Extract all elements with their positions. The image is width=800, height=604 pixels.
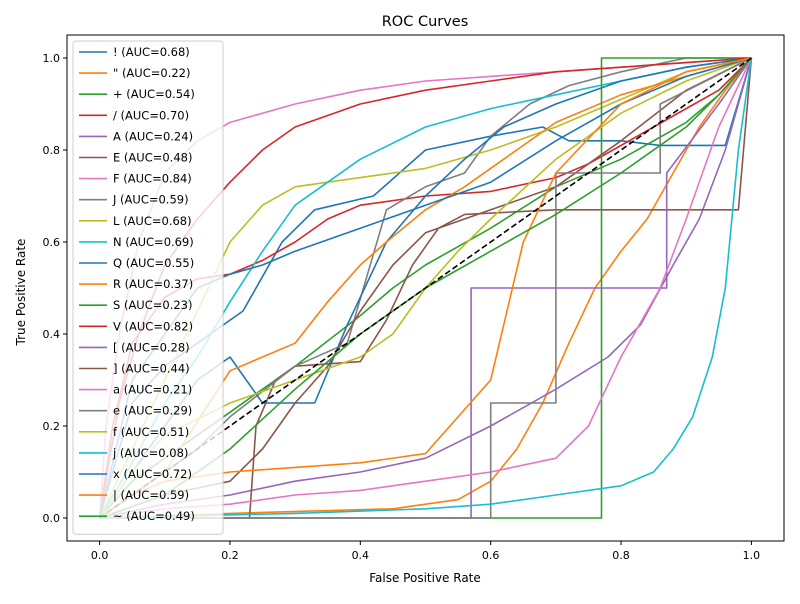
x-axis-ticks: 0.0 0.2 0.4 0.6 0.8 1.0 [91,541,760,562]
legend-entry-label: J (AUC=0.59) [112,193,189,207]
x-axis-label: False Positive Rate [369,571,481,585]
y-axis-ticks: 0.0 0.2 0.4 0.6 0.8 1.0 [43,52,67,525]
legend-entry-label: S (AUC=0.23) [113,298,192,312]
legend-entry-label: F (AUC=0.84) [113,172,192,186]
legend-entry-label: ! (AUC=0.68) [113,45,190,59]
legend-entry-label: j (AUC=0.08) [112,446,188,460]
roc-series-line-15 [99,57,752,519]
legend-entry-label: R (AUC=0.37) [113,277,193,291]
y-tick-label: 0.8 [43,144,61,157]
legend-entry-label: ~ (AUC=0.49) [113,509,195,523]
plot-area-frame [66,34,785,542]
y-tick-label: 0.6 [43,236,61,249]
y-tick-label: 0.4 [43,328,61,341]
legend-entry-label: N (AUC=0.69) [113,235,194,249]
legend-entry-label: " (AUC=0.22) [113,66,190,80]
roc-series-line-19 [99,57,753,519]
y-axis-label: True Positive Rate [14,239,28,347]
legend-entry-label: [ (AUC=0.28) [113,340,190,354]
legend-entry-label: V (AUC=0.82) [113,319,193,333]
x-tick-label: 0.6 [482,549,500,562]
roc-series-line-17 [99,57,752,519]
legend-entry-label: Q (AUC=0.55) [113,256,194,270]
y-tick-label: 1.0 [43,52,61,65]
diagonal-layer [99,57,752,519]
x-tick-label: 0.0 [91,549,109,562]
chart-title: ROC Curves [382,14,469,30]
legend-entry-label: | (AUC=0.59) [113,488,189,502]
legend: ! (AUC=0.68) " (AUC=0.22) + (AUC=0.54) / (A… [72,40,224,535]
legend-entry-label: L (AUC=0.68) [113,214,192,228]
legend-entry-label: a (AUC=0.21) [113,383,192,397]
legend-entry-label: E (AUC=0.48) [113,151,192,165]
y-tick-label: 0.0 [43,512,61,525]
legend-entry-label: A (AUC=0.24) [113,129,193,143]
roc-series-line-5 [99,57,753,519]
legend-entry-label: e (AUC=0.29) [113,404,192,418]
y-tick-label: 0.2 [43,420,61,433]
legend-entry-label: f (AUC=0.51) [113,425,189,439]
legend-entry-label: + (AUC=0.54) [113,87,195,101]
roc-series-line-11 [99,57,752,519]
roc-series-line-16 [99,57,753,519]
chance-diagonal-line [99,57,752,519]
x-tick-label: 0.4 [352,549,370,562]
legend-box [72,40,224,535]
x-tick-label: 0.8 [612,549,630,562]
legend-entry-label: ] (AUC=0.44) [113,362,190,376]
x-tick-label: 1.0 [743,549,761,562]
legend-entry-label: x (AUC=0.72) [113,467,192,481]
legend-entry-label: / (AUC=0.70) [113,108,189,122]
x-tick-label: 0.2 [221,549,239,562]
roc-series-line-4 [99,57,753,519]
